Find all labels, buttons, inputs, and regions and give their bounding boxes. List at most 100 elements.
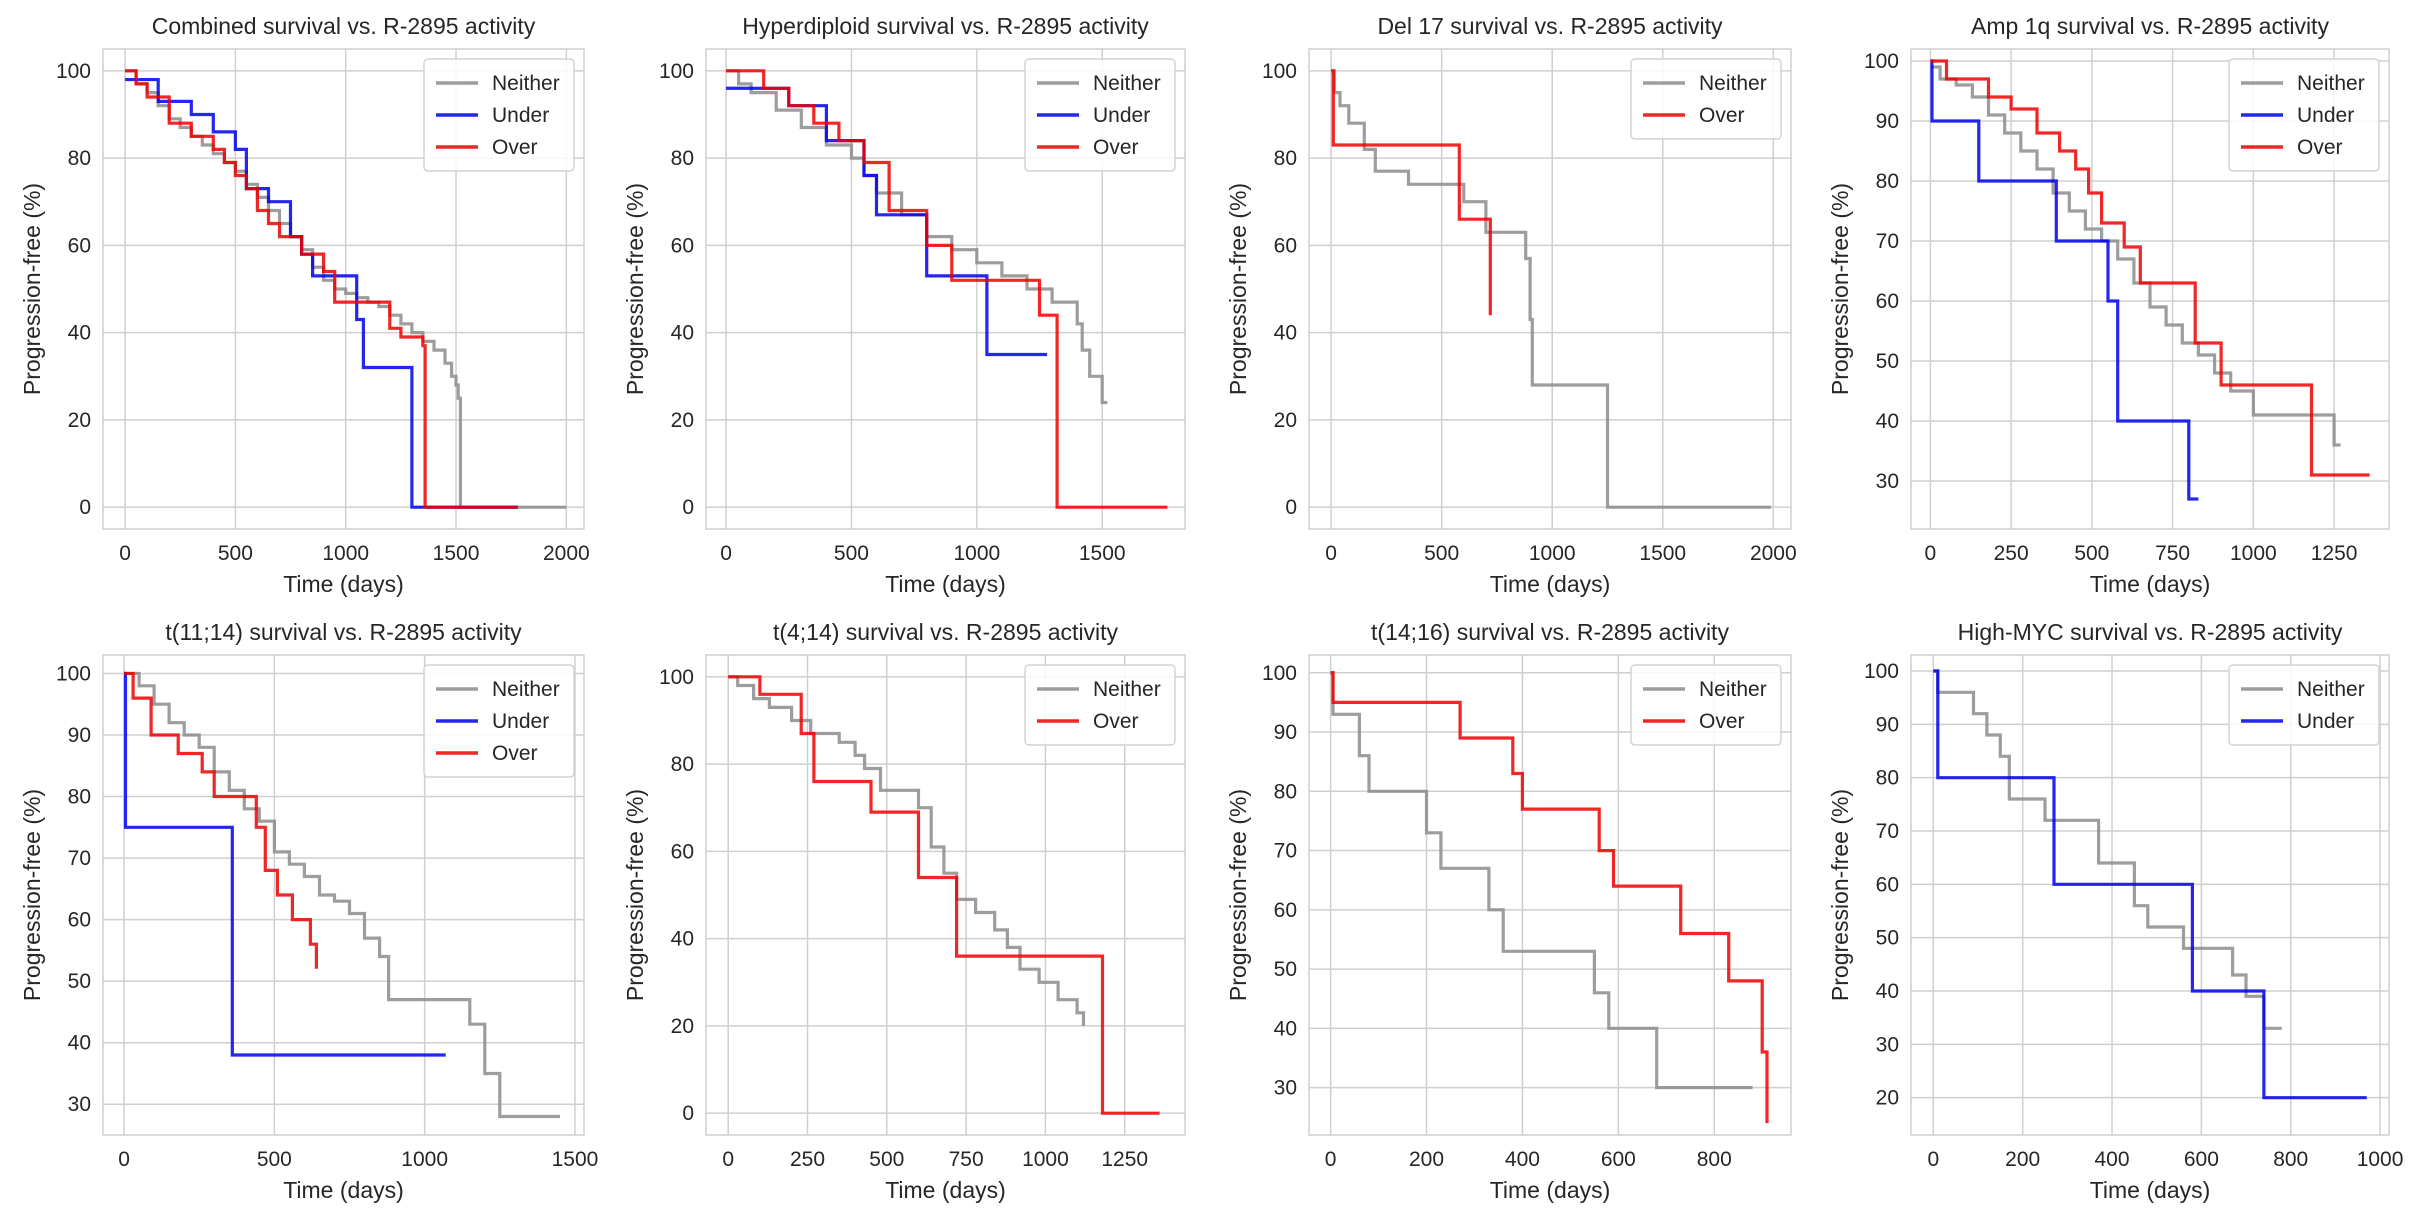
- x-tick-label: 750: [2155, 542, 2190, 565]
- y-axis-label: Progression-free (%): [1225, 183, 1251, 395]
- series-line-under: [1930, 59, 2199, 501]
- y-tick-label: 60: [1876, 873, 1899, 896]
- chart-panel-5: 0 500 1000 1500 30 40 50 60 70 80 90 100 t(11;14) su…: [19, 619, 598, 1203]
- y-tick-label: 30: [1876, 470, 1899, 493]
- y-tick-label: 60: [671, 234, 694, 257]
- y-tick-label: 40: [671, 322, 694, 345]
- x-axis-label: Time (days): [885, 571, 1006, 597]
- y-axis-label: Progression-free (%): [1225, 789, 1251, 1001]
- x-tick-label: 1000: [2357, 1148, 2404, 1171]
- legend-box: [1630, 664, 1782, 746]
- x-tick-label: 0: [1927, 1148, 1939, 1171]
- legend-label-neither: Neither: [1699, 72, 1767, 95]
- y-tick-label: 50: [1274, 958, 1297, 981]
- plot-frame: [102, 654, 585, 1136]
- chart-panel-4: 0 250 500 750 1000 1250 30 40 50 60 70 80 90 100 Amp 1…: [1827, 13, 2390, 597]
- legend: Neither Over: [1630, 58, 1782, 140]
- x-axis-label: Time (days): [2090, 1177, 2211, 1203]
- x-tick-label: 1500: [1079, 542, 1126, 565]
- y-tick-label: 40: [671, 928, 694, 951]
- x-tick-label: 1250: [1101, 1148, 1148, 1171]
- x-tick-label: 600: [1601, 1148, 1636, 1171]
- y-axis-label: Progression-free (%): [1827, 183, 1853, 395]
- chart-panel-8: 0 200 400 600 800 1000 20 30 40 50 60 70 80 90 100 High…: [1827, 619, 2403, 1203]
- x-tick-label: 0: [720, 542, 732, 565]
- legend-label-over: Over: [1699, 710, 1745, 733]
- y-tick-label: 0: [79, 496, 91, 519]
- y-tick-label: 90: [1876, 713, 1899, 736]
- y-tick-label: 80: [1274, 780, 1297, 803]
- plot-frame: [1308, 48, 1792, 530]
- x-tick-label: 500: [257, 1148, 292, 1171]
- y-tick-label: 40: [68, 1032, 91, 1055]
- y-tick-label: 20: [671, 409, 694, 432]
- x-tick-label: 250: [1994, 542, 2029, 565]
- x-tick-label: 1000: [401, 1148, 448, 1171]
- legend-label-over: Over: [1093, 136, 1139, 159]
- x-tick-label: 0: [722, 1148, 734, 1171]
- x-tick-label: 200: [1409, 1148, 1444, 1171]
- y-tick-label: 0: [682, 1102, 694, 1125]
- y-tick-label: 80: [1876, 767, 1899, 790]
- legend-label-over: Over: [492, 136, 538, 159]
- series-line-over: [1330, 671, 1769, 1124]
- y-tick-label: 30: [1876, 1033, 1899, 1056]
- y-tick-label: 30: [1274, 1077, 1297, 1100]
- x-tick-label: 1000: [1022, 1148, 1069, 1171]
- legend: Neither Under Over: [423, 664, 575, 778]
- chart-title: Amp 1q survival vs. R-2895 activity: [1971, 13, 2329, 39]
- legend-label-under: Under: [2297, 104, 2354, 127]
- series-line-neither: [728, 675, 1086, 1026]
- x-tick-label: 1000: [1529, 542, 1576, 565]
- y-tick-label: 50: [1876, 350, 1899, 373]
- y-tick-label: 40: [1876, 980, 1899, 1003]
- plot-frame: [705, 48, 1186, 530]
- plot-frame: [705, 654, 1186, 1136]
- y-tick-label: 90: [1876, 110, 1899, 133]
- y-tick-label: 100: [56, 662, 91, 685]
- x-tick-label: 750: [949, 1148, 984, 1171]
- y-tick-label: 60: [68, 909, 91, 932]
- plot-frame: [1910, 654, 2390, 1136]
- x-tick-label: 400: [2095, 1148, 2130, 1171]
- chart-title: Hyperdiploid survival vs. R-2895 activit…: [742, 13, 1149, 39]
- legend: Neither Under Over: [1024, 58, 1176, 172]
- y-tick-label: 100: [1864, 660, 1899, 683]
- chart-title: High-MYC survival vs. R-2895 activity: [1958, 619, 2343, 645]
- y-tick-label: 20: [1274, 409, 1297, 432]
- legend-label-neither: Neither: [492, 678, 560, 701]
- legend-box: [1024, 58, 1176, 172]
- legend: Neither Under: [2228, 664, 2380, 746]
- x-tick-label: 1000: [953, 542, 1000, 565]
- series-line-neither: [1933, 669, 2282, 1030]
- x-tick-label: 1250: [2311, 542, 2358, 565]
- x-axis-label: Time (days): [1490, 1177, 1611, 1203]
- legend-label-under: Under: [1093, 104, 1150, 127]
- legend-box: [2228, 58, 2380, 172]
- y-tick-label: 20: [68, 409, 91, 432]
- series-line-over: [1930, 59, 2370, 477]
- x-tick-label: 250: [790, 1148, 825, 1171]
- y-tick-label: 90: [68, 724, 91, 747]
- series-line-neither: [1331, 69, 1772, 509]
- y-tick-label: 100: [1864, 50, 1899, 73]
- legend-box: [423, 664, 575, 778]
- x-tick-label: 500: [218, 542, 253, 565]
- chart-title: t(14;16) survival vs. R-2895 activity: [1371, 619, 1729, 645]
- y-tick-label: 90: [1274, 721, 1297, 744]
- y-tick-label: 40: [1274, 1017, 1297, 1040]
- y-tick-label: 40: [1876, 410, 1899, 433]
- y-tick-label: 80: [1876, 170, 1899, 193]
- plot-frame: [102, 48, 585, 530]
- y-tick-label: 100: [1262, 662, 1297, 685]
- legend-box: [2228, 664, 2380, 746]
- chart-title: Del 17 survival vs. R-2895 activity: [1377, 13, 1723, 39]
- legend: Neither Under Over: [423, 58, 575, 172]
- y-tick-label: 60: [1274, 234, 1297, 257]
- legend-box: [423, 58, 575, 172]
- legend-label-over: Over: [1093, 710, 1139, 733]
- legend-label-over: Over: [2297, 136, 2343, 159]
- legend-label-under: Under: [492, 710, 549, 733]
- y-tick-label: 80: [1274, 147, 1297, 170]
